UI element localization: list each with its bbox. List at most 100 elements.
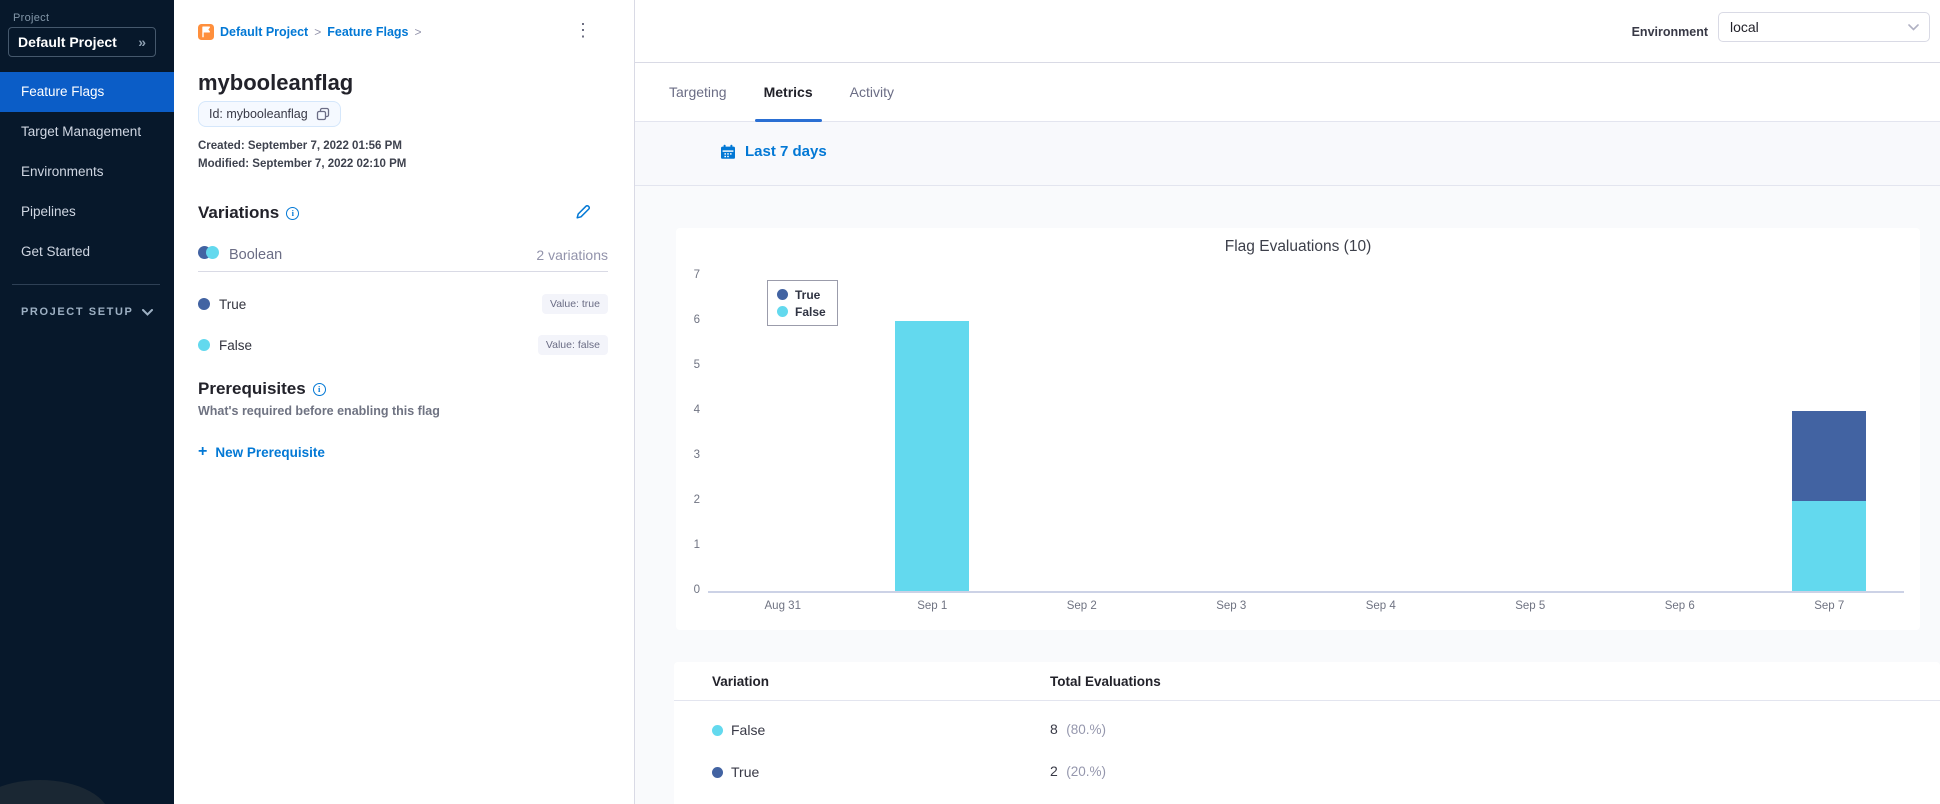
variation-count: 2 variations bbox=[536, 247, 608, 263]
kebab-menu-icon[interactable]: ⋮ bbox=[574, 20, 592, 40]
chevron-down-icon bbox=[1908, 23, 1919, 31]
tab-targeting[interactable]: Targeting bbox=[669, 83, 727, 100]
legend-dot bbox=[777, 306, 788, 317]
created-timestamp: Created: September 7, 2022 01:56 PM bbox=[198, 140, 402, 152]
date-range-strip: Last 7 days bbox=[635, 122, 1940, 186]
x-axis-tick: Sep 7 bbox=[1814, 600, 1845, 612]
modified-timestamp: Modified: September 7, 2022 02:10 PM bbox=[198, 158, 407, 170]
y-axis-tick: 4 bbox=[693, 404, 700, 416]
legend-item-false[interactable]: False bbox=[777, 303, 826, 320]
legend-label: True bbox=[795, 287, 821, 302]
table-header-row: Variation Total Evaluations bbox=[674, 662, 1940, 701]
table-row: False 8 (80.%) bbox=[674, 709, 1940, 751]
boolean-type-icon bbox=[198, 246, 219, 264]
x-axis-tick: Sep 4 bbox=[1365, 600, 1396, 612]
help-button[interactable] bbox=[0, 780, 110, 804]
info-icon[interactable]: i bbox=[312, 382, 326, 396]
variation-row-true: True Value: true bbox=[198, 294, 608, 314]
project-setup-label: PROJECT SETUP bbox=[21, 306, 134, 318]
environment-bar: Environment local bbox=[635, 0, 1940, 63]
double-chevron-icon: » bbox=[138, 34, 146, 50]
environment-label: Environment bbox=[1631, 25, 1708, 39]
breadcrumb-separator: > bbox=[414, 25, 422, 39]
project-label: Project bbox=[13, 12, 50, 24]
breadcrumb: Default Project > Feature Flags > bbox=[198, 24, 422, 40]
true-variation-dot bbox=[198, 298, 210, 310]
y-axis-tick: 2 bbox=[693, 494, 700, 506]
chart-title: Flag Evaluations (10) bbox=[1224, 238, 1372, 255]
sidebar-item-get-started[interactable]: Get Started bbox=[21, 244, 91, 259]
false-variation-dot bbox=[198, 339, 210, 351]
breadcrumb-feature-flags-link[interactable]: Feature Flags bbox=[327, 25, 409, 39]
main-content: Environment local Targeting Metrics Acti… bbox=[635, 0, 1940, 804]
environment-select[interactable]: local bbox=[1718, 12, 1930, 42]
pencil-icon bbox=[576, 204, 591, 219]
date-range-label: Last 7 days bbox=[745, 143, 827, 160]
sidebar-item-environments[interactable]: Environments bbox=[21, 164, 104, 179]
legend-dot bbox=[777, 289, 788, 300]
evaluations-chart-card: Flag Evaluations (10) 0 1 2 3 4 5 6 7 Aug 31 Sep … bbox=[676, 228, 1920, 630]
x-axis-tick: Sep 2 bbox=[1066, 600, 1097, 612]
x-axis-tick: Sep 1 bbox=[917, 600, 948, 612]
row-variation-name: False bbox=[731, 722, 766, 738]
chart-plot: 0 1 2 3 4 5 6 7 Aug 31 Sep 1 Sep 2 Sep 3 Sep 4 Sep 5 S… bbox=[676, 228, 1920, 630]
variations-heading-row: Variations i bbox=[198, 203, 300, 223]
tab-activity[interactable]: Activity bbox=[849, 83, 894, 100]
info-icon[interactable]: i bbox=[286, 206, 300, 220]
table-row: True 2 (20.%) bbox=[674, 751, 1940, 793]
variation-type-label: Boolean bbox=[229, 247, 283, 263]
project-selector[interactable]: Default Project » bbox=[8, 27, 156, 57]
evaluations-table-card: Variation Total Evaluations False 8 (80.… bbox=[674, 662, 1940, 804]
table-rows: False 8 (80.%) True 2 bbox=[674, 709, 1940, 793]
flag-tabs: Targeting Metrics Activity bbox=[635, 63, 1940, 122]
sidebar-item-feature-flags[interactable]: Feature Flags bbox=[0, 72, 174, 112]
y-axis-tick: 5 bbox=[693, 359, 700, 371]
true-variation-dot bbox=[712, 766, 723, 778]
variation-row-false: False Value: false bbox=[198, 335, 608, 355]
variations-heading: Variations bbox=[198, 203, 280, 222]
metrics-body: Flag Evaluations (10) 0 1 2 3 4 5 6 7 Aug 31 Sep … bbox=[635, 186, 1940, 804]
variation-type-row: Boolean 2 variations bbox=[198, 246, 608, 264]
variation-value-chip: Value: false bbox=[537, 335, 608, 355]
variation-value-chip: Value: true bbox=[541, 294, 608, 314]
project-setup-section[interactable]: PROJECT SETUP bbox=[21, 306, 153, 318]
chart-legend: True False bbox=[767, 280, 838, 326]
x-axis-tick: Aug 31 bbox=[764, 600, 801, 612]
sidebar-item-pipelines[interactable]: Pipelines bbox=[21, 204, 76, 219]
flag-title: mybooleanflag bbox=[198, 70, 354, 95]
y-axis-tick: 1 bbox=[693, 539, 700, 551]
x-axis-line bbox=[708, 591, 1904, 593]
environment-select-value: local bbox=[1730, 19, 1759, 35]
y-axis-tick: 7 bbox=[693, 269, 700, 281]
bar-segment bbox=[895, 321, 970, 591]
prerequisites-subtitle: What's required before enabling this fla… bbox=[198, 404, 440, 418]
edit-variations-button[interactable] bbox=[575, 203, 592, 225]
row-percent: (80.%) bbox=[1066, 722, 1107, 737]
legend-label: False bbox=[795, 304, 826, 319]
project-selector-value: Default Project bbox=[18, 34, 117, 50]
legend-item-true[interactable]: True bbox=[777, 286, 826, 303]
flag-detail-panel: Default Project > Feature Flags > ⋮ mybo… bbox=[174, 0, 635, 804]
breadcrumb-separator: > bbox=[314, 25, 322, 39]
false-variation-dot bbox=[712, 724, 723, 736]
variation-name: True bbox=[219, 296, 247, 312]
sidebar: Project Default Project » Feature Flags … bbox=[0, 0, 174, 804]
new-prerequisite-button[interactable]: + New Prerequisite bbox=[198, 443, 325, 461]
calendar-icon bbox=[721, 144, 735, 159]
y-axis-tick: 6 bbox=[693, 314, 700, 326]
x-axis-tick: Sep 3 bbox=[1216, 600, 1247, 612]
flag-id-chip: Id: mybooleanflag bbox=[198, 101, 341, 127]
column-header-total-evaluations: Total Evaluations bbox=[1050, 673, 1161, 689]
bar-segment bbox=[1792, 411, 1867, 501]
variation-name: False bbox=[219, 337, 253, 353]
sidebar-item-target-management[interactable]: Target Management bbox=[21, 124, 142, 139]
y-axis-tick: 3 bbox=[693, 449, 700, 461]
date-range-button[interactable]: Last 7 days bbox=[720, 143, 827, 160]
tab-metrics[interactable]: Metrics bbox=[754, 63, 822, 122]
prerequisites-heading-row: Prerequisites i bbox=[198, 379, 326, 399]
breadcrumb-project-link[interactable]: Default Project bbox=[220, 25, 309, 39]
copy-icon[interactable] bbox=[316, 107, 330, 121]
x-axis-tick: Sep 6 bbox=[1664, 600, 1695, 612]
x-axis-tick: Sep 5 bbox=[1515, 600, 1546, 612]
